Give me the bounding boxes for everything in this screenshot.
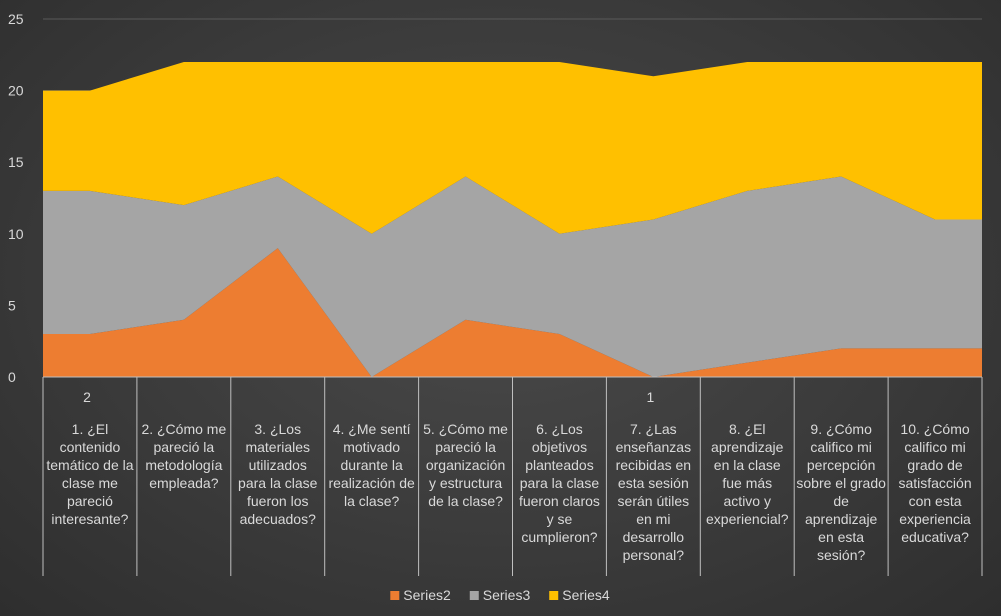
category-label-10: 10. ¿Cómo califico mi grado de satisfacción… bbox=[898, 421, 971, 545]
legend-swatch-series3 bbox=[469, 591, 479, 600]
legend-label-series4: Series4 bbox=[562, 587, 610, 603]
category-label-2: 2. ¿Cómo me pareció la metodología empleada… bbox=[141, 421, 226, 491]
y-tick-label-25: 25 bbox=[8, 11, 24, 27]
category-label-9: 9. ¿Cómo califico mi percepción sobre el gr… bbox=[796, 421, 886, 563]
outer-category-label: 1 bbox=[647, 389, 655, 405]
legend-label-series3: Series3 bbox=[483, 587, 531, 603]
category-label-3: 3. ¿Los materiales utilizados para la clase… bbox=[238, 421, 318, 527]
category-label-1: 1. ¿El contenido temático de la clase me par… bbox=[46, 421, 133, 527]
legend-label-series2: Series2 bbox=[403, 587, 451, 603]
y-tick-label-15: 15 bbox=[8, 154, 24, 170]
y-tick-label-10: 10 bbox=[8, 226, 24, 242]
area-series3 bbox=[43, 176, 982, 377]
category-label-8: 8. ¿El aprendizaje en la clase fue más activ… bbox=[706, 421, 789, 527]
legend-swatch-series2 bbox=[390, 591, 400, 600]
category-label-6: 6. ¿Los objetivos planteados para la clase f… bbox=[519, 421, 600, 545]
category-label-4: 4. ¿Me sentí motivado durante la realizació… bbox=[328, 421, 415, 509]
legend-swatch-series4 bbox=[549, 591, 559, 600]
y-tick-label-20: 20 bbox=[8, 83, 24, 99]
category-label-7: 7. ¿Las enseñanzas recibidas en esta sesión… bbox=[616, 421, 692, 563]
area-series4 bbox=[43, 61, 982, 234]
category-label-5: 5. ¿Cómo me pareció la organización y estru… bbox=[423, 421, 508, 509]
y-tick-label-5: 5 bbox=[8, 297, 16, 313]
area-series2 bbox=[43, 248, 982, 377]
y-tick-label-0: 0 bbox=[8, 369, 16, 385]
outer-category-label: 2 bbox=[83, 389, 91, 405]
